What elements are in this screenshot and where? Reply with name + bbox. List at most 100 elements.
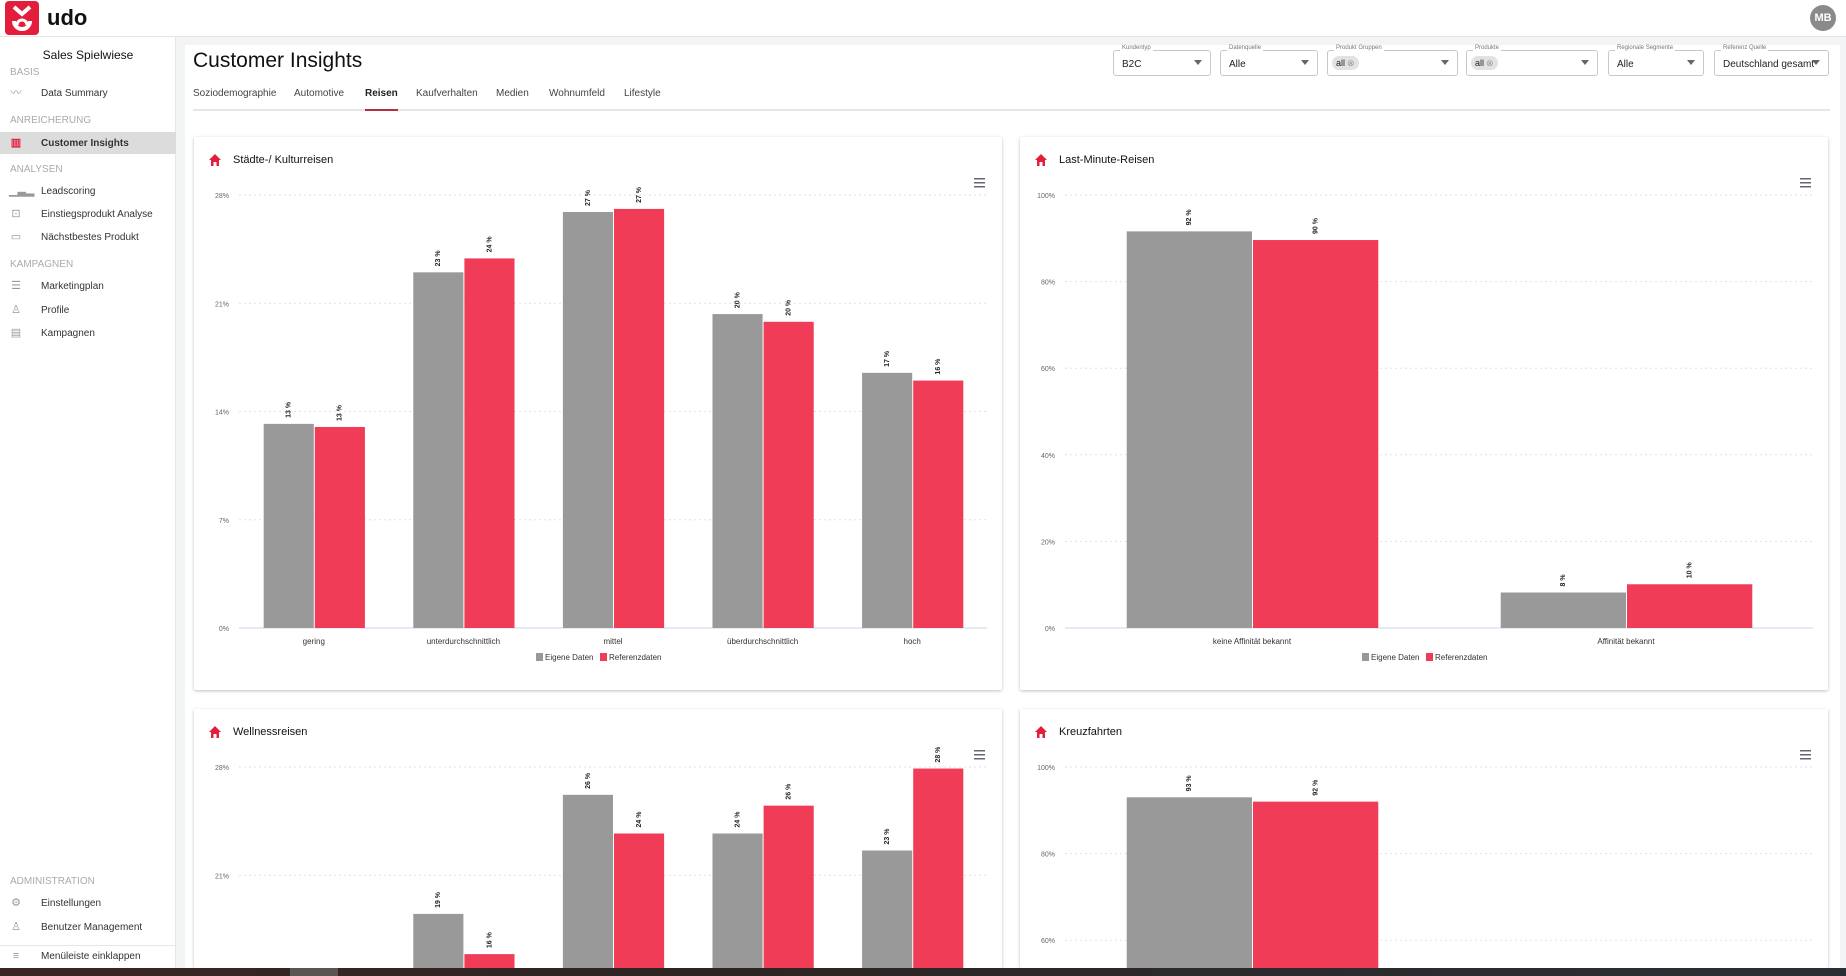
tab-soziodemographie[interactable]: Soziodemographie [193, 88, 277, 99]
produkt-gruppen-select[interactable]: Produkt Gruppen all ⊗ [1327, 45, 1458, 76]
chart-menu-icon[interactable] [1800, 178, 1811, 188]
chip-label: all [1475, 58, 1485, 68]
taskbar-item[interactable] [290, 968, 338, 976]
data-label: 16 % [935, 358, 942, 375]
bar [614, 833, 665, 968]
chart-title: Wellnessreisen [233, 726, 308, 738]
sidebar-item-naechstbestes-produkt[interactable]: ▭ Nächstbestes Produkt [0, 226, 176, 248]
collapse-label: Menüleiste einklappen [41, 950, 141, 962]
legend-swatch [1362, 653, 1369, 661]
sidebar-item-einstiegsprodukt-analyse[interactable]: ⊡ Einstiegsprodukt Analyse [0, 203, 176, 225]
data-label: 92 % [1312, 779, 1319, 796]
bar-chart: 60% 80% 100% 93 % 92 % [1037, 750, 1813, 968]
bar [562, 212, 613, 628]
legend-item[interactable]: Eigene Daten [1362, 653, 1419, 662]
sidebar-item-benutzer-management[interactable]: ♙ Benutzer Management [0, 916, 176, 938]
legend-swatch [536, 653, 543, 661]
bar [1500, 592, 1626, 628]
bar [263, 423, 314, 628]
x-category-label: unterdurchschnittlich [427, 637, 500, 646]
data-label: 17 % [884, 350, 891, 367]
tab-wohnumfeld[interactable]: Wohnumfeld [549, 88, 605, 99]
data-label: 93 % [1186, 775, 1193, 792]
chart-menu-icon[interactable] [974, 750, 985, 760]
y-tick-label: 60% [1041, 938, 1055, 945]
sidebar-item-marketingplan[interactable]: ☰ Marketingplan [0, 275, 176, 297]
data-label: 23 % [435, 250, 442, 267]
y-tick-label: 21% [215, 301, 229, 308]
udo-logo[interactable] [5, 1, 39, 35]
sidebar-item-profile[interactable]: ♙ Profile [0, 299, 176, 321]
bar [1126, 231, 1252, 628]
dropdown-arrow-icon [1687, 60, 1695, 65]
sidebar-item-label: Leadscoring [41, 185, 96, 197]
chart-menu-icon[interactable] [974, 178, 985, 188]
data-label: 26 % [786, 783, 793, 800]
chart-menu-icon[interactable] [1800, 750, 1811, 760]
top-header: udo MB [0, 0, 1846, 37]
tab-medien[interactable]: Medien [496, 88, 529, 99]
data-label: 24 % [486, 236, 493, 253]
tab-automotive[interactable]: Automotive [294, 88, 345, 99]
sidebar-item-customer-insights[interactable]: ▥ Customer Insights [0, 132, 176, 154]
bar [1253, 240, 1379, 629]
chart-card-staedtereisen: Städte-/ Kulturreisen 0% 7% 14% 21% 28% 13 % 13… [194, 137, 1002, 690]
data-label: 92 % [1186, 209, 1193, 226]
collapse-menu-button[interactable]: ≡ Menüleiste einklappen [0, 945, 176, 967]
chip-all: all ⊗ [1332, 56, 1359, 70]
chip-remove-icon[interactable]: ⊗ [1486, 58, 1494, 68]
sidebar-item-kampagnen[interactable]: ▤ Kampagnen [0, 322, 176, 344]
data-label: 27 % [636, 186, 643, 203]
sidebar-item-leadscoring[interactable]: ▁▃▂ Leadscoring [0, 180, 176, 202]
y-tick-label: 60% [1041, 366, 1055, 373]
tab-lifestyle[interactable]: Lifestyle [624, 88, 661, 99]
chart-legend: Eigene Daten Referenzdaten [536, 653, 661, 662]
filter-label: Kundentyp [1120, 45, 1153, 51]
data-label: 28 % [935, 746, 942, 763]
sidebar-item-label: Profile [41, 304, 70, 316]
kundentyp-select[interactable]: Kundentyp B2C [1113, 45, 1211, 76]
trend-chart-icon: 〰 [10, 87, 22, 99]
bar [614, 208, 665, 628]
tab-reisen[interactable]: Reisen [365, 88, 398, 111]
dropdown-arrow-icon [1812, 60, 1820, 65]
legend-item[interactable]: Eigene Daten [536, 653, 593, 662]
workspace-name: Sales Spielwiese [42, 48, 134, 62]
tab-kaufverhalten[interactable]: Kaufverhalten [416, 88, 478, 99]
bar [413, 272, 464, 628]
data-label: 13 % [337, 404, 344, 421]
legend-swatch [1426, 653, 1433, 661]
bar [464, 258, 515, 628]
filter-label: Produkt Gruppen [1334, 45, 1384, 51]
datenquelle-select[interactable]: Datenquelle Alle [1220, 45, 1318, 76]
sidebar-item-label: Einstiegsprodukt Analyse [41, 208, 153, 220]
regionale-segmente-select[interactable]: Regionale Segmente Alle [1608, 45, 1704, 76]
chart-legend: Eigene Daten Referenzdaten [1362, 653, 1487, 662]
sidebar-item-einstellungen[interactable]: ⚙ Einstellungen [0, 892, 176, 914]
bar [763, 321, 814, 628]
produkte-select[interactable]: Produkte all ⊗ [1466, 45, 1598, 76]
bar [1627, 584, 1753, 628]
bar [712, 314, 763, 628]
chip-all: all ⊗ [1471, 56, 1498, 70]
section-administration: ADMINISTRATION [10, 876, 95, 887]
chart-card-wellness: Wellnessreisen 21% 28% 19 % 16 % 26 % 24 % 24 %… [194, 709, 1002, 968]
y-tick-label: 0% [219, 626, 229, 633]
x-category-label: keine Affinität bekannt [1213, 637, 1292, 646]
user-avatar[interactable]: MB [1810, 5, 1836, 31]
filter-label: Regionale Segmente [1615, 45, 1676, 51]
taskbar [0, 968, 1846, 976]
legend-item[interactable]: Referenzdaten [600, 653, 661, 662]
y-tick-label: 80% [1041, 852, 1055, 859]
campaign-icon: ▤ [10, 327, 22, 339]
legend-item[interactable]: Referenzdaten [1426, 653, 1487, 662]
referenz-quelle-select[interactable]: Referenz Quelle Deutschland gesamt [1714, 45, 1829, 76]
menu-icon: ≡ [12, 950, 20, 962]
y-tick-label: 100% [1037, 765, 1055, 772]
data-label: 10 % [1686, 562, 1693, 579]
chip-remove-icon[interactable]: ⊗ [1347, 58, 1355, 68]
x-category-label: gering [303, 637, 325, 646]
sidebar-item-data-summary[interactable]: 〰 Data Summary [0, 82, 176, 104]
dropdown-arrow-icon [1441, 60, 1449, 65]
data-label: 24 % [734, 811, 741, 828]
